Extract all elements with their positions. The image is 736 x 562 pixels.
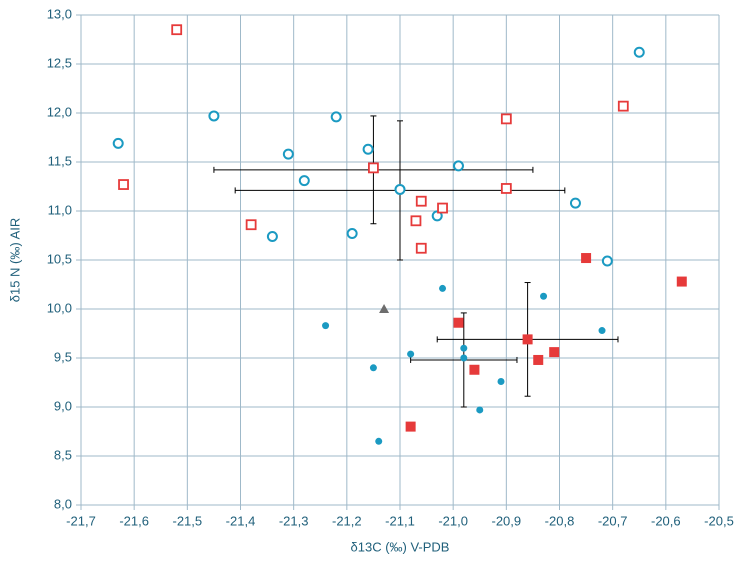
point: [633, 46, 645, 58]
y-tick-label: 9,5: [54, 349, 72, 364]
point: [569, 197, 581, 209]
point: [549, 347, 560, 358]
point: [112, 137, 124, 149]
point: [533, 354, 544, 365]
x-tick-label: -21,3: [279, 513, 309, 528]
point: [379, 304, 390, 313]
x-axis-title: δ13C (‰) V-PDB: [351, 539, 450, 554]
point: [601, 255, 613, 267]
y-tick-label: 13,0: [47, 6, 72, 21]
y-tick-label: 12,5: [47, 55, 72, 70]
x-tick-label: -21,0: [438, 513, 468, 528]
point: [266, 230, 278, 242]
point: [437, 202, 448, 214]
y-tick-label: 8,0: [54, 496, 72, 511]
x-tick-label: -21,2: [332, 513, 362, 528]
y-axis-title: δ15 N (‰) AIR: [7, 218, 22, 303]
x-tick-label: -20,5: [704, 513, 734, 528]
x-tick-label: -21,6: [119, 513, 149, 528]
point: [362, 143, 374, 155]
point: [368, 162, 379, 174]
x-tick-label: -21,7: [66, 513, 96, 528]
point: [460, 354, 468, 362]
point: [415, 195, 427, 207]
point: [282, 148, 294, 160]
point: [346, 228, 358, 240]
y-tick-label: 11,0: [48, 202, 72, 217]
y-tick-label: 11,5: [48, 153, 72, 168]
point: [322, 322, 330, 330]
point: [617, 100, 629, 112]
y-tick-label: 9,0: [54, 398, 72, 413]
point: [460, 344, 468, 352]
point: [453, 317, 464, 328]
point: [522, 334, 533, 345]
point: [540, 292, 548, 300]
x-tick-label: -21,1: [385, 513, 415, 528]
point: [394, 183, 406, 195]
point: [369, 364, 377, 372]
point: [298, 175, 310, 187]
point: [375, 437, 383, 445]
point: [500, 113, 512, 125]
point: [581, 253, 592, 264]
point: [469, 364, 480, 375]
point: [171, 24, 183, 36]
x-tick-label: -20,8: [545, 513, 575, 528]
point: [118, 179, 129, 190]
point: [330, 111, 342, 123]
x-tick-label: -21,4: [226, 513, 256, 528]
point: [245, 219, 257, 231]
point: [476, 406, 484, 414]
y-tick-label: 8,5: [54, 447, 72, 462]
point: [439, 284, 447, 292]
x-tick-label: -20,9: [492, 513, 522, 528]
x-tick-label: -21,5: [173, 513, 203, 528]
y-tick-label: 10,5: [47, 251, 72, 266]
point: [410, 215, 422, 227]
point: [407, 350, 415, 358]
point: [405, 421, 416, 432]
point: [676, 276, 687, 287]
y-tick-label: 10,0: [47, 300, 72, 315]
y-tick-label: 12,0: [47, 104, 72, 119]
x-tick-label: -20,7: [598, 513, 628, 528]
point: [497, 378, 505, 386]
point: [452, 160, 464, 172]
point: [598, 327, 606, 335]
point: [500, 183, 512, 194]
point: [208, 110, 220, 122]
x-tick-label: -20,6: [651, 513, 681, 528]
point: [415, 242, 427, 254]
